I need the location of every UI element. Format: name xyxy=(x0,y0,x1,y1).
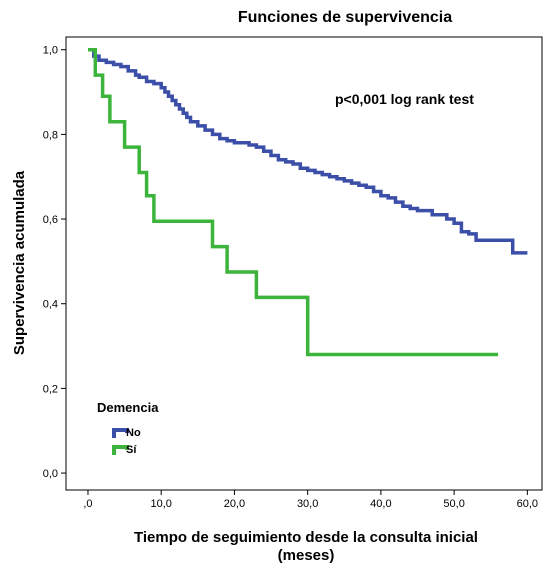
x-tick-label: 40,0 xyxy=(370,498,391,510)
series-layer xyxy=(88,47,528,357)
x-tick-label: 10,0 xyxy=(150,498,171,510)
y-tick-label: 0,6 xyxy=(43,214,58,226)
chart-title: Funciones de supervivencia xyxy=(238,9,452,26)
legend-swatch-si xyxy=(112,445,129,455)
x-axis: ,0 10,0 20,0 30,0 40,0 50,0 60,0 xyxy=(83,490,538,510)
y-tick-label: 0,0 xyxy=(43,468,58,480)
log-rank-annotation: p<0,001 log rank test xyxy=(335,91,474,107)
x-tick-label: ,0 xyxy=(83,498,92,510)
x-axis-label-line1: Tiempo de seguimiento desde la consulta … xyxy=(134,529,478,546)
x-tick-label: 50,0 xyxy=(443,498,464,510)
x-tick-label: 30,0 xyxy=(297,498,318,510)
legend: Demencia No Sí xyxy=(97,400,159,456)
legend-swatch-no xyxy=(112,428,129,438)
legend-label-no: No xyxy=(126,427,141,439)
legend-title: Demencia xyxy=(97,400,159,415)
x-axis-label-line2: (meses) xyxy=(278,547,335,564)
x-tick-label: 60,0 xyxy=(517,498,538,510)
y-tick-label: 0,8 xyxy=(43,129,58,141)
y-tick-label: 0,2 xyxy=(43,383,58,395)
series-line-no xyxy=(88,47,528,255)
y-tick-label: 1,0 xyxy=(43,45,58,57)
series-line-si xyxy=(88,47,499,357)
legend-label-si: Sí xyxy=(126,444,137,456)
plot-frame xyxy=(65,36,543,491)
y-axis-label: Supervivencia acumulada xyxy=(11,170,28,355)
y-axis: 0,0 0,2 0,4 0,6 0,8 1,0 xyxy=(43,45,66,480)
x-tick-label: 20,0 xyxy=(224,498,245,510)
y-tick-label: 0,4 xyxy=(43,299,58,311)
